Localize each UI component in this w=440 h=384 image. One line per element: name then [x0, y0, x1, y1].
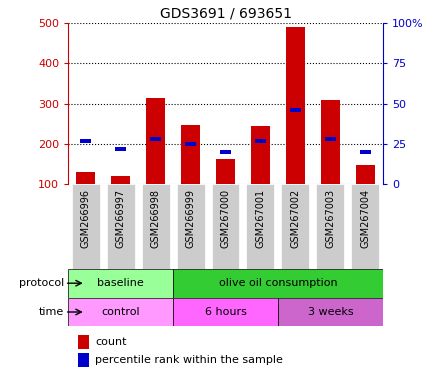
- Text: 6 hours: 6 hours: [205, 307, 246, 317]
- Bar: [356, 166, 375, 184]
- Bar: [220, 150, 231, 154]
- Text: GSM267000: GSM267000: [220, 189, 231, 248]
- Bar: [325, 137, 336, 141]
- Bar: [81, 139, 91, 143]
- Text: olive oil consumption: olive oil consumption: [219, 278, 337, 288]
- FancyBboxPatch shape: [316, 184, 345, 269]
- Text: percentile rank within the sample: percentile rank within the sample: [95, 355, 283, 365]
- Text: 3 weeks: 3 weeks: [308, 307, 353, 317]
- Bar: [77, 335, 88, 349]
- Text: GSM267001: GSM267001: [256, 189, 265, 248]
- FancyBboxPatch shape: [106, 184, 135, 269]
- Bar: [251, 126, 270, 184]
- Bar: [150, 137, 161, 141]
- Text: time: time: [39, 307, 64, 317]
- FancyBboxPatch shape: [176, 184, 205, 269]
- Text: GSM266996: GSM266996: [81, 189, 91, 248]
- FancyBboxPatch shape: [142, 184, 169, 269]
- FancyBboxPatch shape: [212, 184, 239, 269]
- Bar: [115, 147, 126, 151]
- Bar: [68, 269, 173, 298]
- Text: GSM267003: GSM267003: [325, 189, 335, 248]
- Text: count: count: [95, 337, 126, 347]
- FancyBboxPatch shape: [282, 184, 309, 269]
- Bar: [255, 139, 266, 143]
- Bar: [76, 172, 95, 184]
- FancyBboxPatch shape: [351, 184, 379, 269]
- FancyBboxPatch shape: [246, 184, 275, 269]
- Bar: [146, 98, 165, 184]
- Text: GSM267002: GSM267002: [290, 189, 301, 248]
- Bar: [68, 298, 173, 326]
- Bar: [77, 353, 88, 367]
- Text: GSM267004: GSM267004: [360, 189, 370, 248]
- Bar: [278, 298, 383, 326]
- Text: GSM266999: GSM266999: [186, 189, 195, 248]
- FancyBboxPatch shape: [72, 184, 99, 269]
- Bar: [216, 159, 235, 184]
- Bar: [111, 176, 130, 184]
- Bar: [185, 142, 196, 146]
- Bar: [360, 150, 370, 154]
- Bar: [286, 27, 305, 184]
- Bar: [290, 108, 301, 112]
- Bar: [181, 125, 200, 184]
- Bar: [173, 269, 383, 298]
- Text: GSM266997: GSM266997: [116, 189, 126, 248]
- Text: protocol: protocol: [18, 278, 64, 288]
- Text: GSM266998: GSM266998: [150, 189, 161, 248]
- Bar: [321, 101, 340, 184]
- Text: baseline: baseline: [97, 278, 144, 288]
- Text: control: control: [101, 307, 140, 317]
- Bar: [173, 298, 278, 326]
- Title: GDS3691 / 693651: GDS3691 / 693651: [160, 7, 292, 20]
